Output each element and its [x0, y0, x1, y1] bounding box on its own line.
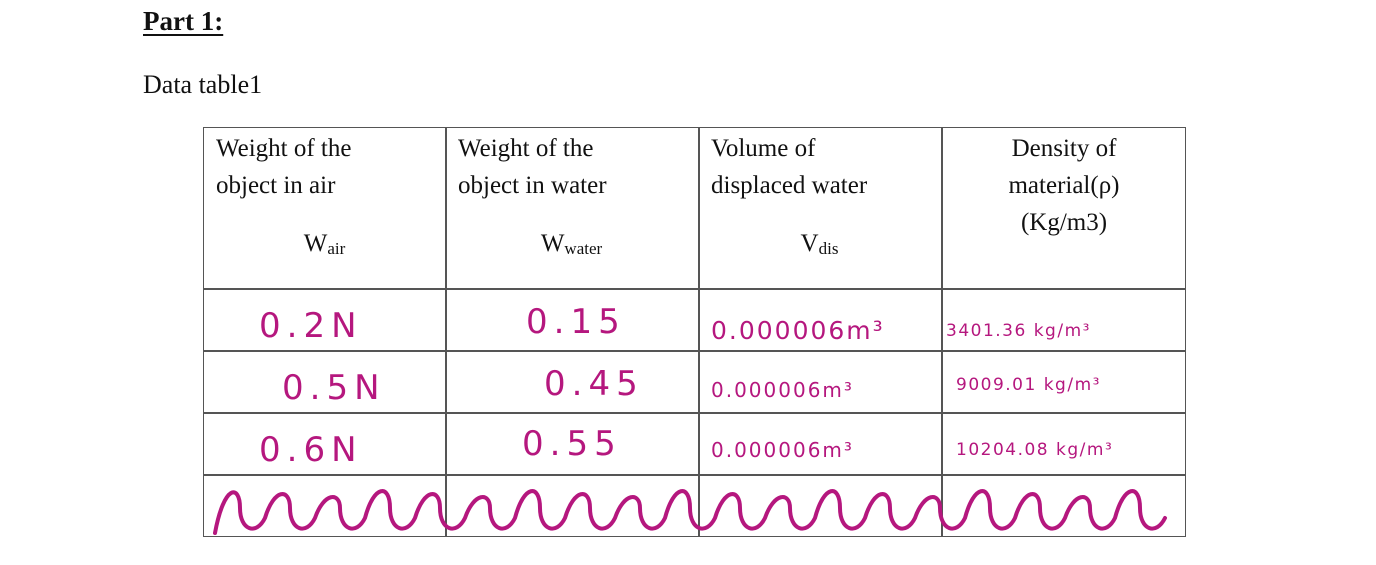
scribble-stroke [213, 489, 1167, 535]
header-weight-water: Weight of the object in water [458, 130, 693, 204]
row-divider [204, 474, 1185, 476]
header-line: (Kg/m3) [1020, 209, 1108, 236]
symbol-subscript: water [564, 239, 603, 258]
cell-w-water-2: 0.45 [544, 364, 644, 404]
table-caption: Data table1 [143, 70, 263, 99]
column-divider [445, 128, 447, 536]
cell-density-1: 3401.36 kg/m³ [946, 321, 1091, 341]
symbol-w-air: Wair [204, 230, 445, 258]
cell-v-dis-1: 0.000006m³ [711, 316, 885, 345]
header-line: object in water [458, 172, 607, 199]
symbol-v-dis: Vdis [698, 230, 941, 258]
cell-density-3: 10204.08 kg/m³ [956, 440, 1114, 460]
row-divider [204, 288, 1185, 290]
cell-v-dis-2: 0.000006m³ [711, 378, 854, 402]
row-divider [204, 350, 1185, 352]
symbol-subscript: dis [818, 239, 839, 258]
data-table: Weight of the object in air Wair Weight … [203, 127, 1186, 537]
header-line: object in air [216, 172, 336, 199]
header-line: Density of [1011, 135, 1117, 162]
cell-v-dis-3: 0.000006m³ [711, 438, 854, 462]
column-divider [698, 128, 700, 536]
header-line: displaced water [711, 172, 868, 199]
cell-w-water-3: 0.55 [522, 424, 622, 464]
part-title: Part 1: [143, 6, 224, 36]
symbol-letter: V [800, 230, 819, 257]
header-weight-air: Weight of the object in air [216, 130, 441, 204]
symbol-subscript: air [327, 239, 346, 258]
cell-w-air-3: 0.6N [259, 430, 363, 470]
header-density: Density of material(ρ) (Kg/m3) [941, 130, 1187, 241]
header-line: material(ρ) [1008, 172, 1120, 199]
header-line: Weight of the [216, 135, 352, 162]
cell-w-air-1: 0.2N [259, 306, 363, 346]
header-line: Weight of the [458, 135, 594, 162]
column-divider [941, 128, 943, 536]
cell-w-water-1: 0.15 [526, 302, 626, 342]
symbol-w-water: Wwater [445, 230, 698, 258]
cell-w-air-2: 0.5N [282, 368, 386, 408]
cell-density-2: 9009.01 kg/m³ [956, 375, 1101, 395]
row-divider [204, 412, 1185, 414]
header-line: Volume of [711, 135, 816, 162]
header-volume-displaced: Volume of displaced water [711, 130, 939, 204]
symbol-letter: W [303, 230, 328, 257]
handwritten-scribble [213, 489, 1167, 535]
symbol-letter: W [540, 230, 565, 257]
